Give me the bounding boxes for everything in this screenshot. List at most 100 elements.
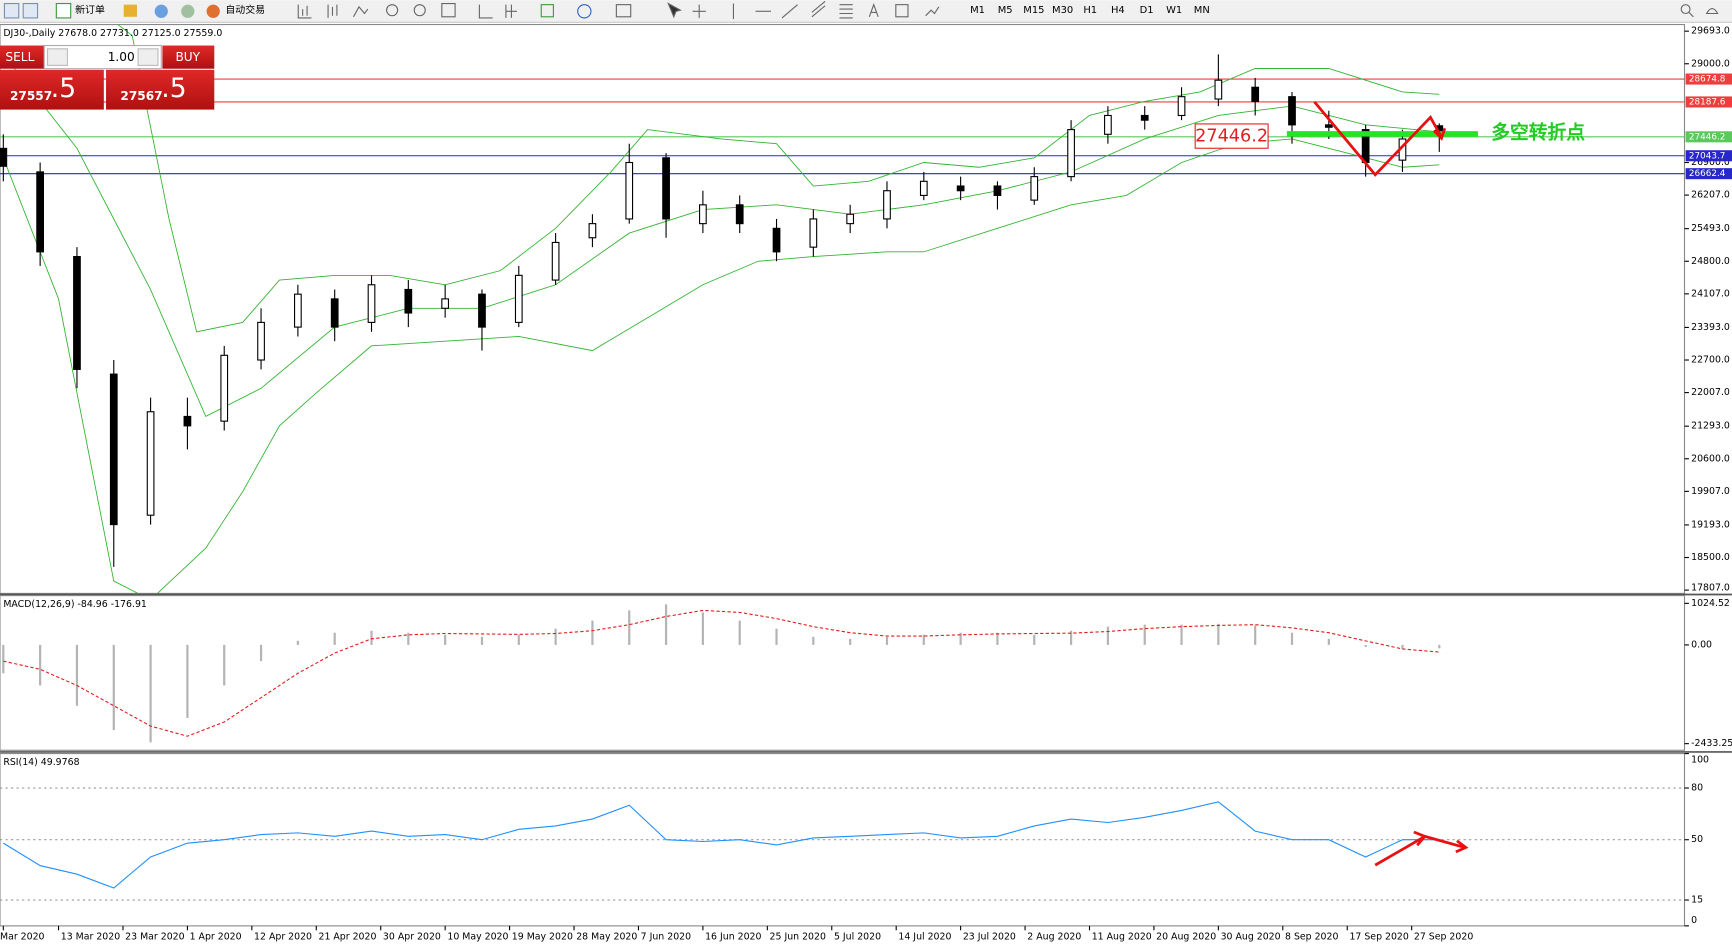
tool[interactable] [577, 4, 592, 19]
candle-body [1177, 96, 1186, 117]
candle-body [625, 161, 634, 220]
price-level-label: 28187.6 [1689, 97, 1726, 107]
timeframe-button[interactable]: M15 [1023, 5, 1044, 16]
macd-bar [517, 634, 520, 645]
macd-bar [407, 632, 410, 645]
timeframe-button[interactable]: M30 [1052, 5, 1073, 16]
y-tick-label: 22700.0 [1691, 355, 1730, 366]
x-tick-label: 17 Sep 2020 [1349, 931, 1408, 942]
x-tick-label: 14 Jul 2020 [898, 931, 951, 942]
tool[interactable] [667, 2, 682, 19]
candle-body [146, 411, 155, 516]
bid-int[interactable]: 27557 [10, 89, 52, 103]
timeframe-button[interactable]: MN [1194, 5, 1210, 16]
lots-up[interactable] [137, 48, 159, 66]
bollinger-band [117, 24, 1440, 333]
tool[interactable] [441, 2, 456, 18]
ask-frac[interactable]: .5 [161, 73, 186, 104]
ask-box[interactable] [106, 69, 215, 110]
macd-bar [922, 634, 925, 645]
icon[interactable] [181, 4, 195, 18]
x-tick-label: 12 Apr 2020 [254, 931, 312, 942]
ask-int[interactable]: 27567 [120, 89, 162, 103]
timeframe-button[interactable]: D1 [1140, 5, 1154, 16]
tool[interactable] [505, 4, 517, 18]
macd-bar [1438, 644, 1441, 649]
macd-bar [2, 644, 5, 674]
macd-bar [1143, 624, 1146, 645]
tool[interactable] [925, 6, 940, 17]
tool[interactable] [478, 4, 493, 19]
y-tick-label: 50 [1691, 834, 1703, 845]
icon[interactable] [154, 4, 168, 18]
candle-body [699, 204, 707, 225]
tool[interactable] [540, 4, 554, 18]
x-tick-label: 16 Jun 2020 [705, 931, 761, 942]
candle-body [551, 241, 560, 281]
macd-bar [223, 644, 226, 686]
tool[interactable] [327, 4, 338, 18]
tool[interactable] [615, 4, 632, 18]
x-tick-label: 2 Aug 2020 [1027, 931, 1081, 942]
tool[interactable] [811, 0, 826, 18]
candle-body [919, 180, 928, 196]
tool[interactable] [386, 4, 399, 17]
new-order-icon[interactable] [55, 2, 72, 19]
x-tick-label: 19 May 2020 [512, 931, 573, 942]
icon[interactable] [22, 2, 39, 19]
tool[interactable] [839, 4, 853, 19]
arrow [1313, 100, 1443, 177]
macd-bar [333, 632, 336, 645]
tool[interactable] [413, 4, 426, 17]
toolbar-tools [297, 0, 1719, 20]
price-panel [0, 23, 1686, 594]
tool[interactable] [352, 5, 369, 18]
one-click-trading: SELL 1.00 BUY 27557 .5 27567 .5 [0, 44, 215, 110]
lots-value[interactable]: 1.00 [108, 50, 135, 64]
candle-body [883, 190, 891, 220]
macd-bar [1327, 638, 1330, 645]
sell-label[interactable]: SELL [5, 50, 34, 64]
candle-body [257, 321, 265, 361]
timeframes: M1 M5 M15 M30 H1 H4 D1 W1 MN [970, 5, 1210, 16]
candle-body [109, 373, 118, 526]
lots-input[interactable] [43, 44, 162, 70]
search[interactable] [1680, 4, 1691, 15]
y-tick-label: 20600.0 [1691, 453, 1730, 464]
tool[interactable] [868, 3, 879, 17]
buy-button[interactable] [162, 45, 215, 69]
tool[interactable] [781, 4, 798, 19]
auto-trade-icon[interactable] [206, 4, 220, 18]
timeframe-button[interactable]: H4 [1111, 5, 1125, 16]
candle-body [993, 185, 1002, 196]
macd-bar [1069, 630, 1073, 645]
x-tick-label: 28 May 2020 [576, 931, 637, 942]
tool[interactable] [297, 4, 312, 19]
timeframe-button[interactable]: H1 [1083, 5, 1097, 16]
search[interactable] [1688, 11, 1694, 18]
sell-button[interactable] [0, 45, 45, 69]
buy-label[interactable]: BUY [175, 50, 200, 64]
candle-body [220, 354, 229, 422]
macd-bar [1364, 644, 1367, 647]
timeframe-button[interactable]: W1 [1166, 5, 1182, 16]
macd-bar [1180, 624, 1183, 645]
timeframe-button[interactable]: M5 [998, 5, 1013, 16]
auto-trade-button[interactable]: 自动交易 [225, 3, 265, 16]
bid-box[interactable] [0, 69, 104, 110]
tool[interactable] [895, 4, 909, 18]
icon[interactable] [3, 2, 20, 19]
axes: 29693.0 29000.0 26900.0 26207.0 25493.0 24800… [0, 26, 1732, 942]
y-tick-label: 29000.0 [1691, 58, 1730, 69]
x-tick-label: 23 Mar 2020 [125, 931, 184, 942]
timeframe-button[interactable]: M1 [970, 5, 985, 16]
lots-down[interactable] [46, 48, 68, 66]
macd-bar [775, 628, 778, 645]
macd-bar [444, 634, 447, 645]
new-order-button[interactable]: 新订单 [75, 3, 105, 16]
bid-frac[interactable]: .5 [51, 73, 76, 104]
icon[interactable] [123, 4, 137, 17]
x-tick-label: 21 Apr 2020 [318, 931, 376, 942]
tool[interactable] [692, 4, 706, 18]
chat[interactable] [1705, 7, 1719, 15]
